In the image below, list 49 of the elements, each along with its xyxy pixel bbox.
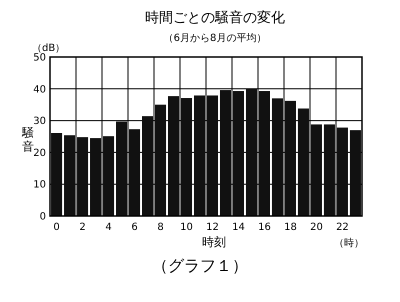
chart-subtitle: （6月から8月の平均） [164,32,266,44]
y-tick-label: 10 [33,180,46,191]
y-tick-label: 30 [33,116,46,128]
bar [246,88,258,216]
bar [116,122,128,216]
bar [272,98,283,216]
x-tick-label: 16 [258,222,271,233]
x-tick-label: 4 [105,222,112,233]
x-tick-label: 14 [232,222,245,233]
bar [258,91,270,216]
bar [350,130,361,216]
x-tick-label: 6 [131,222,138,233]
chart-title: 時間ごとの騒音の変化 [145,10,285,26]
y-tick-label: 50 [33,52,46,64]
text: （dB） [32,43,66,54]
x-tick-label: 20 [310,222,323,233]
x-tick-label: 0 [53,222,60,233]
y-tick-label: 0 [40,212,46,222]
y-tick-label: 20 [33,148,46,159]
x-axis-title: 時刻 [202,235,226,249]
bar [284,100,296,216]
bar [51,133,62,216]
bar [298,108,309,216]
x-tick-label: 22 [336,222,349,233]
bar [310,124,322,216]
bar [103,136,114,216]
x-tick-label: 18 [284,222,297,233]
bar [142,116,154,216]
bar [180,98,192,216]
bar [168,96,180,216]
x-tick-label: 8 [157,222,164,233]
bar [129,129,140,216]
bar [336,128,348,216]
bar [64,135,76,216]
bar [90,138,102,216]
bar [154,104,166,216]
bar [77,137,88,216]
bar [206,95,218,216]
y-tick-label: 40 [33,84,46,96]
text: （グラフ１） [152,256,248,275]
bar [324,124,335,216]
text: （時） [334,237,364,249]
x-tick-label: 12 [206,222,219,233]
bar [220,90,232,216]
y-axis-title: 騒音 [21,126,34,154]
bar [194,95,206,216]
x-tick-label: 2 [79,222,86,233]
bar [232,91,244,216]
x-tick-label: 10 [180,222,193,233]
